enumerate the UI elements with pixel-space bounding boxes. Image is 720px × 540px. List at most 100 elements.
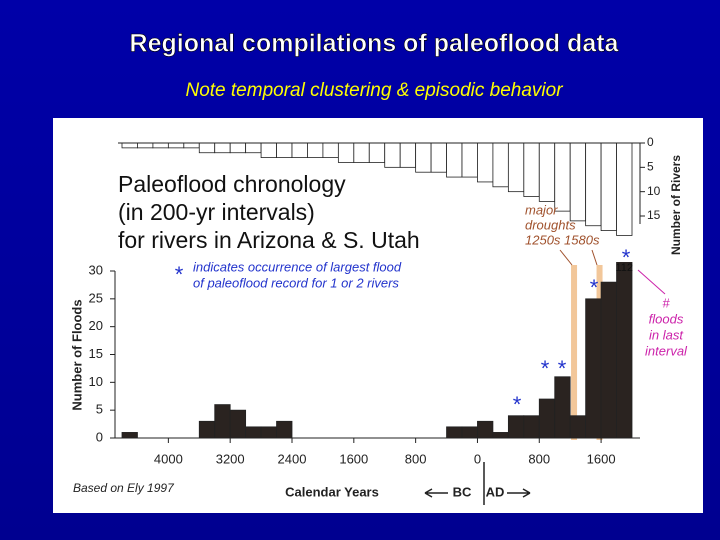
bar bbox=[569, 142, 587, 222]
bar bbox=[477, 420, 494, 439]
bar bbox=[523, 142, 540, 197]
bar bbox=[507, 142, 525, 193]
y-tick-label: 10 bbox=[89, 374, 103, 389]
slide-subtitle: Note temporal clustering & episodic beha… bbox=[185, 80, 563, 101]
x-tick-label: 800 bbox=[528, 451, 550, 466]
bar bbox=[229, 409, 247, 439]
x-tick-label: 4000 bbox=[154, 451, 183, 466]
bar bbox=[353, 142, 370, 163]
legend-symbol: * bbox=[175, 262, 184, 287]
x-tick-label: 3200 bbox=[216, 451, 245, 466]
bar bbox=[198, 420, 216, 439]
last-interval-note: in last bbox=[649, 327, 684, 342]
chart-title: Paleoflood chronology bbox=[118, 171, 346, 197]
bar bbox=[121, 142, 138, 149]
bar bbox=[569, 415, 587, 439]
value-label: 112 bbox=[615, 262, 633, 274]
bar bbox=[307, 142, 324, 158]
x-tick-label: 1600 bbox=[587, 451, 616, 466]
bar bbox=[492, 432, 509, 439]
era-label: BC bbox=[453, 484, 472, 499]
source-note: Based on Ely 1997 bbox=[73, 481, 175, 495]
bar bbox=[167, 142, 185, 149]
bar bbox=[600, 142, 617, 231]
legend-text: indicates occurrence of largest flood bbox=[193, 259, 402, 274]
last-interval-note: floods bbox=[649, 311, 684, 326]
y2-tick-label: 10 bbox=[647, 184, 661, 198]
drought-label: major bbox=[525, 202, 558, 217]
drought-label: 1250s 1580s bbox=[525, 232, 600, 247]
bar bbox=[229, 142, 247, 154]
bar bbox=[260, 142, 277, 158]
bar bbox=[276, 142, 293, 158]
bar bbox=[446, 426, 463, 439]
bar bbox=[415, 142, 432, 173]
x-axis-label: Calendar Years bbox=[285, 484, 379, 499]
bar bbox=[399, 142, 417, 168]
bar bbox=[600, 281, 617, 439]
last-interval-note: # bbox=[662, 295, 670, 310]
bar bbox=[538, 398, 556, 439]
bar bbox=[523, 415, 540, 439]
bar bbox=[198, 142, 216, 154]
bar bbox=[492, 142, 509, 188]
last-interval-note: interval bbox=[645, 343, 688, 358]
era-arrows bbox=[424, 462, 531, 505]
bar bbox=[245, 426, 262, 439]
slide-title: Regional compilations of paleoflood data bbox=[130, 30, 620, 58]
y-tick-label: 0 bbox=[96, 429, 103, 444]
y2-axis-label: Number of Rivers bbox=[669, 155, 683, 255]
bar bbox=[477, 142, 494, 183]
bar bbox=[276, 420, 293, 439]
bar bbox=[461, 426, 478, 439]
asterisk: * bbox=[558, 356, 567, 381]
drought-pointer bbox=[559, 249, 573, 266]
y-tick-label: 25 bbox=[89, 290, 103, 305]
drought-band bbox=[571, 265, 578, 440]
bar bbox=[616, 142, 633, 236]
chart-title: for rivers in Arizona & S. Utah bbox=[118, 227, 420, 253]
y-tick-label: 5 bbox=[96, 402, 103, 417]
bar bbox=[260, 426, 277, 439]
bar bbox=[446, 142, 463, 178]
y2-tick-label: 0 bbox=[647, 135, 654, 149]
asterisk: * bbox=[590, 275, 599, 300]
bar bbox=[152, 142, 169, 149]
y-axis-label: Number of Floods bbox=[69, 299, 84, 410]
bar bbox=[507, 415, 525, 439]
y2-tick-label: 15 bbox=[647, 208, 661, 222]
bar bbox=[291, 142, 308, 158]
bar bbox=[384, 142, 401, 168]
y-tick-label: 30 bbox=[89, 262, 103, 277]
bar bbox=[245, 142, 262, 154]
bar bbox=[137, 142, 154, 149]
bar bbox=[430, 142, 447, 173]
bar bbox=[461, 142, 478, 178]
x-tick-label: 1600 bbox=[339, 451, 368, 466]
bar bbox=[538, 142, 556, 202]
legend-text: of paleoflood record for 1 or 2 rivers bbox=[193, 275, 399, 290]
y-tick-label: 15 bbox=[89, 346, 103, 361]
bar bbox=[322, 142, 339, 158]
x-tick-label: 0 bbox=[474, 451, 481, 466]
bar bbox=[183, 142, 200, 149]
bar bbox=[554, 376, 571, 439]
floods-histogram bbox=[121, 262, 633, 439]
bar bbox=[368, 142, 386, 163]
plot: 0 5 10 15 Number of Rivers Paleoflood chronol… bbox=[69, 135, 688, 505]
bar bbox=[121, 432, 138, 439]
bar bbox=[554, 142, 571, 212]
note-pointer bbox=[637, 269, 666, 295]
bar bbox=[585, 298, 602, 439]
bar bbox=[585, 142, 602, 227]
bar bbox=[214, 142, 231, 154]
drought-pointer bbox=[591, 249, 598, 266]
bar bbox=[214, 404, 231, 439]
bar bbox=[337, 142, 355, 163]
chart-title: (in 200-yr intervals) bbox=[118, 199, 315, 225]
x-tick-label: 2400 bbox=[278, 451, 307, 466]
x-tick-label: 800 bbox=[405, 451, 427, 466]
y2-tick-label: 5 bbox=[647, 160, 654, 174]
y-tick-label: 20 bbox=[89, 318, 103, 333]
